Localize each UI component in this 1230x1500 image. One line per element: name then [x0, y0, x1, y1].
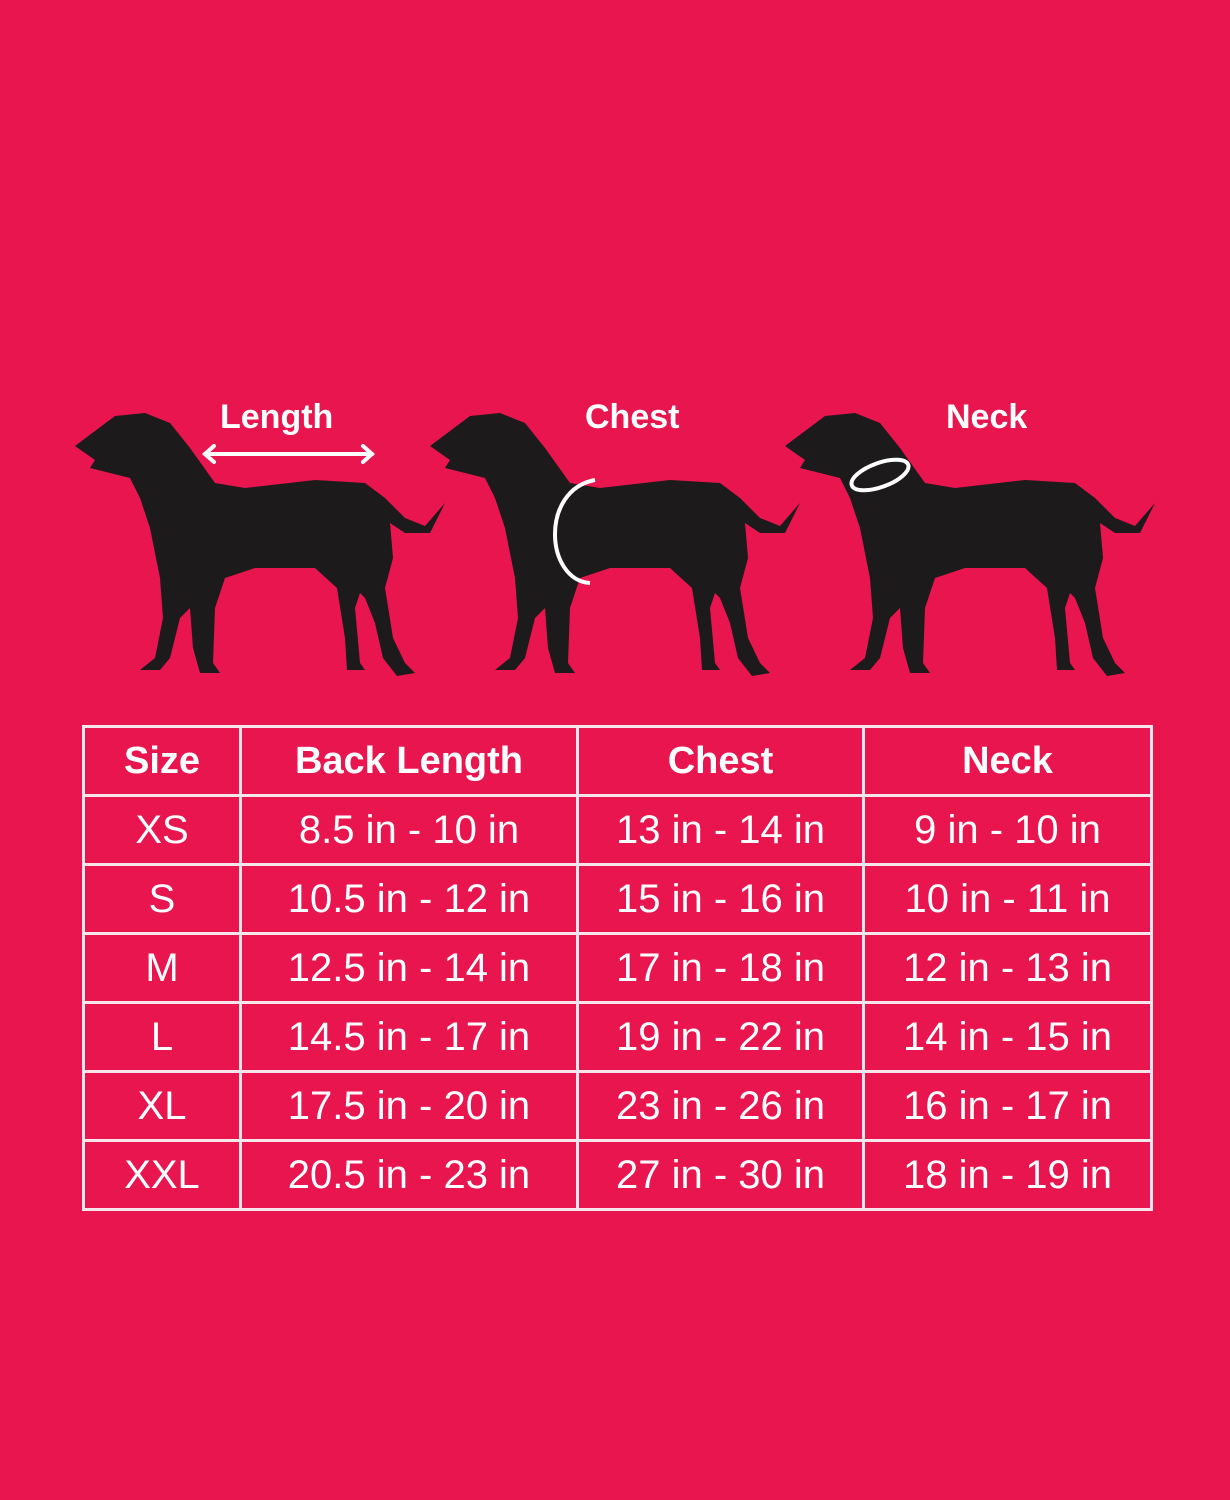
length-label: Length [220, 398, 334, 436]
cell-back-length: 17.5 in - 20 in [239, 1070, 579, 1142]
dog-chest-silhouette [430, 413, 800, 676]
header-chest: Chest [576, 725, 865, 797]
cell-back-length: 14.5 in - 17 in [239, 1001, 579, 1073]
cell-neck: 9 in - 10 in [862, 794, 1153, 866]
cell-back-length: 8.5 in - 10 in [239, 794, 579, 866]
cell-neck: 14 in - 15 in [862, 1001, 1153, 1073]
cell-chest: 23 in - 26 in [576, 1070, 865, 1142]
neck-collar-icon [849, 457, 911, 493]
header-back-length: Back Length [239, 725, 579, 797]
table-row: S 10.5 in - 12 in 15 in - 16 in 10 in - 11 … [82, 863, 1153, 935]
cell-back-length: 12.5 in - 14 in [239, 932, 579, 1004]
cell-neck: 18 in - 19 in [862, 1139, 1153, 1211]
header-neck: Neck [862, 725, 1153, 797]
cell-neck: 12 in - 13 in [862, 932, 1153, 1004]
double-arrow-icon [201, 444, 376, 464]
cell-size: XS [82, 794, 242, 866]
dog-neck-silhouette [785, 413, 1155, 676]
chest-band-icon [553, 478, 596, 585]
cell-chest: 17 in - 18 in [576, 932, 865, 1004]
cell-chest: 27 in - 30 in [576, 1139, 865, 1211]
table-header-row: Size Back Length Chest Neck [82, 725, 1153, 797]
table-row: XL 17.5 in - 20 in 23 in - 26 in 16 in - 17… [82, 1070, 1153, 1142]
dog-diagrams [75, 413, 1155, 676]
cell-size: XXL [82, 1139, 242, 1211]
header-size: Size [82, 725, 242, 797]
cell-size: M [82, 932, 242, 1004]
table-row: XXL 20.5 in - 23 in 27 in - 30 in 18 in - 1… [82, 1139, 1153, 1211]
cell-chest: 13 in - 14 in [576, 794, 865, 866]
cell-size: S [82, 863, 242, 935]
table-row: XS 8.5 in - 10 in 13 in - 14 in 9 in - 10 i… [82, 794, 1153, 866]
table-row: L 14.5 in - 17 in 19 in - 22 in 14 in - 15 … [82, 1001, 1153, 1073]
neck-label: Neck [946, 398, 1028, 436]
size-table: Size Back Length Chest Neck XS 8.5 in - 1… [82, 725, 1153, 1211]
cell-size: XL [82, 1070, 242, 1142]
cell-chest: 19 in - 22 in [576, 1001, 865, 1073]
cell-neck: 10 in - 11 in [862, 863, 1153, 935]
table-row: M 12.5 in - 14 in 17 in - 18 in 12 in - 13 … [82, 932, 1153, 1004]
cell-back-length: 10.5 in - 12 in [239, 863, 579, 935]
cell-size: L [82, 1001, 242, 1073]
cell-neck: 16 in - 17 in [862, 1070, 1153, 1142]
cell-back-length: 20.5 in - 23 in [239, 1139, 579, 1211]
cell-chest: 15 in - 16 in [576, 863, 865, 935]
chest-label: Chest [585, 398, 680, 436]
